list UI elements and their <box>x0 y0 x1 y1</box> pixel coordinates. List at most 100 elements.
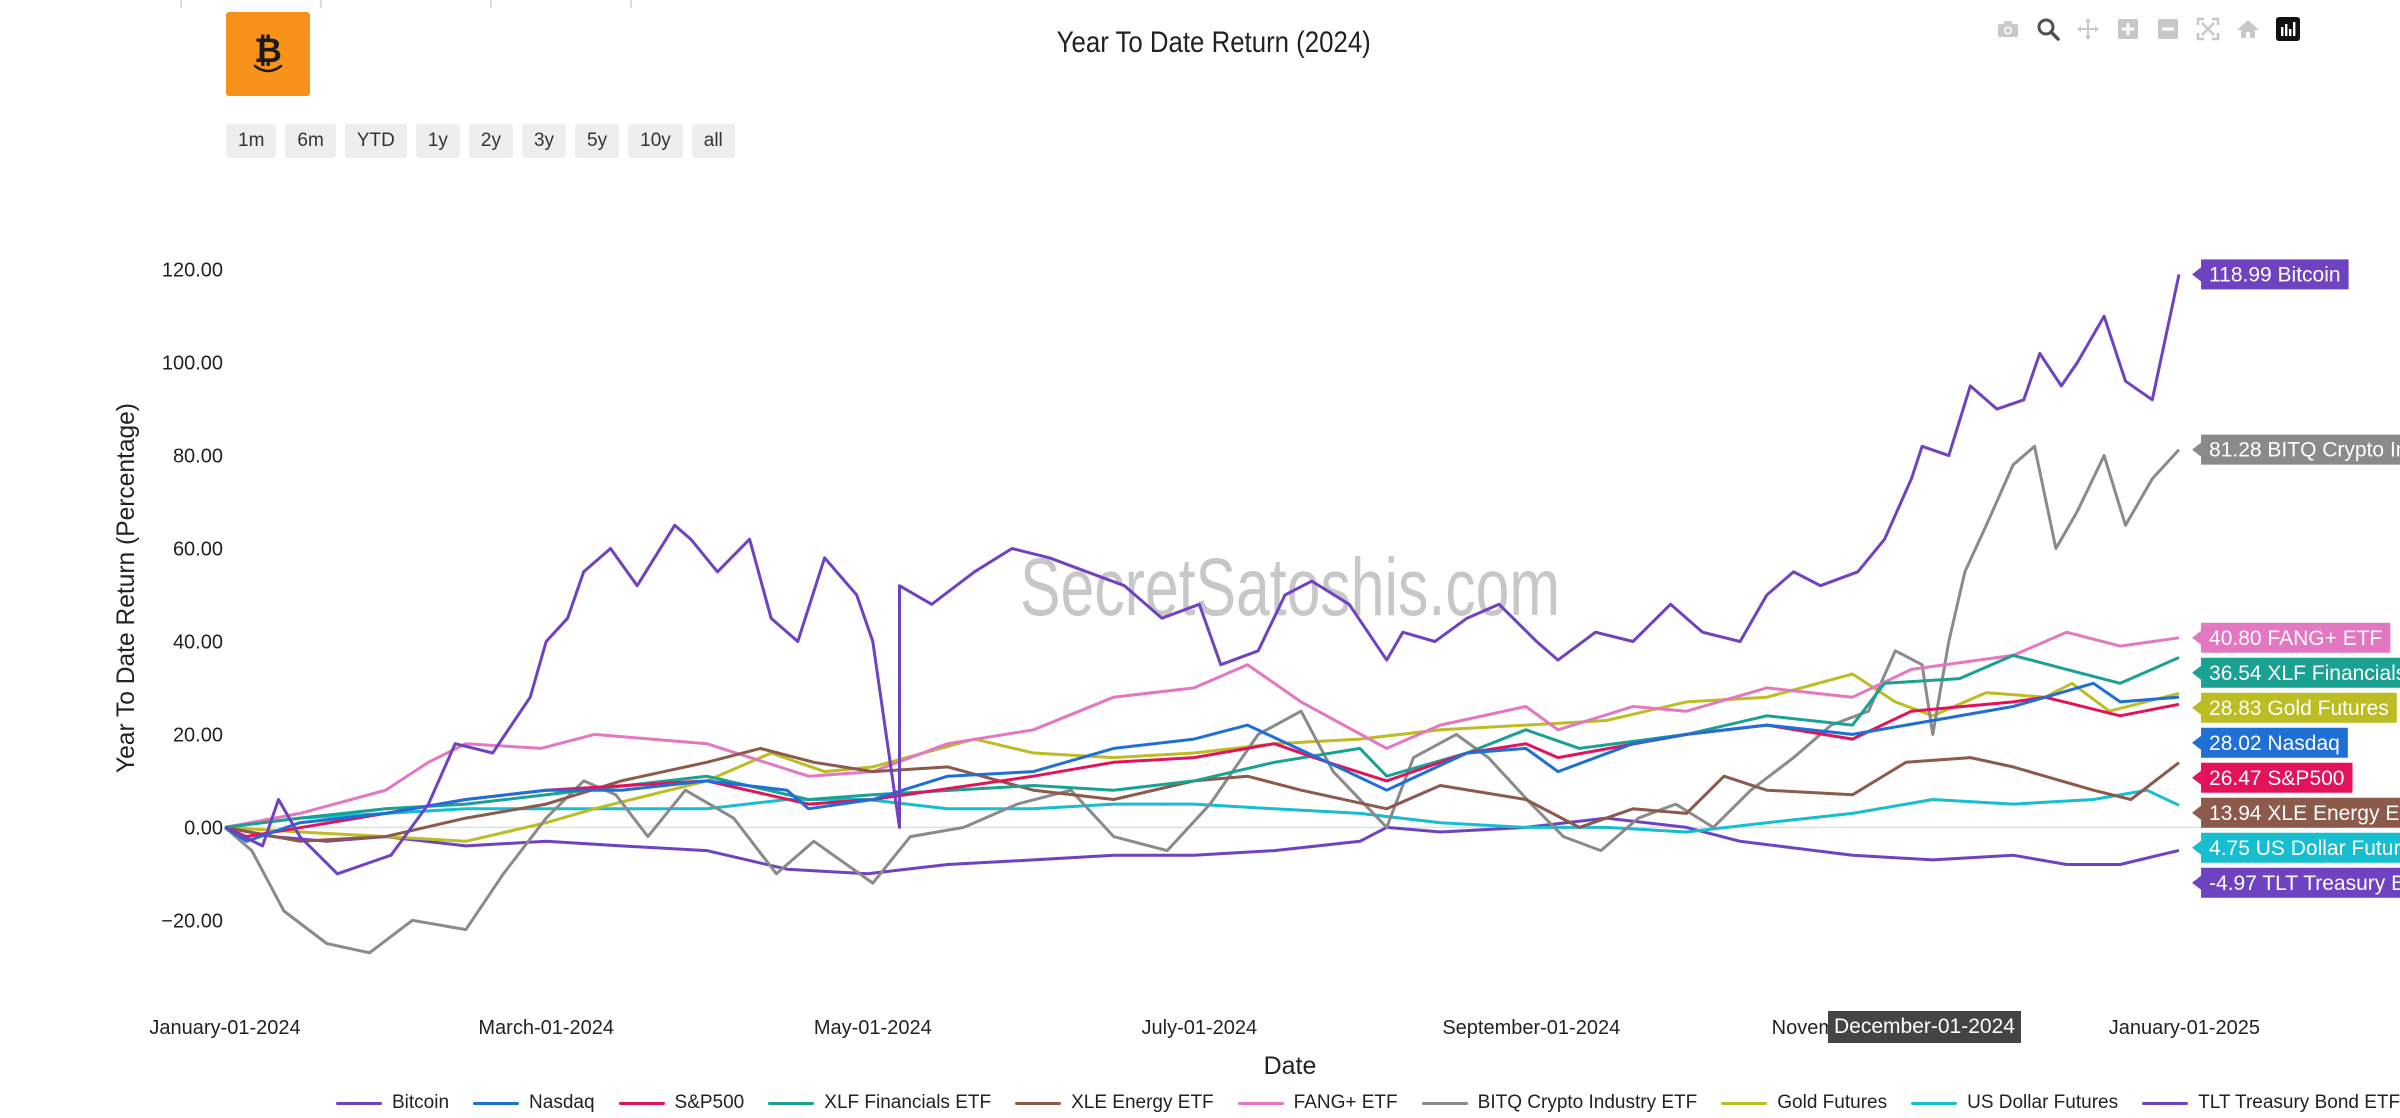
legend-item-us-dollar-futures[interactable]: US Dollar Futures <box>1911 1092 2118 1114</box>
legend-label: US Dollar Futures <box>1967 1092 2119 1113</box>
watermark: SecretSatoshis.com <box>1020 542 1560 633</box>
zoom-out-icon[interactable] <box>2154 15 2182 43</box>
zoom-icon[interactable] <box>2034 15 2062 43</box>
end-label-s-p500: 26.47 S&P500 <box>2192 762 2353 793</box>
modebar <box>1994 14 2314 44</box>
y-tick-label: 100.00 <box>162 353 223 375</box>
range-button-6m[interactable]: 6m <box>285 124 336 158</box>
y-axis-ticks: 120.00 100.00 80.00 60.00 40.00 20.00 0.00 −20.… <box>161 260 223 933</box>
x-tick-label: March-01-2024 <box>478 1017 614 1039</box>
legend-swatch <box>1911 1101 1958 1105</box>
legend-swatch <box>2142 1101 2189 1105</box>
svg-text:4.75 US Dollar Futures: 4.75 US Dollar Futures <box>2209 837 2400 860</box>
legend-item-xle-energy-etf[interactable]: XLE Energy ETF <box>1015 1092 1214 1114</box>
svg-text:118.99 Bitcoin: 118.99 Bitcoin <box>2209 263 2341 286</box>
range-button-all[interactable]: all <box>691 124 735 158</box>
x-axis-title: Date <box>1264 1052 1317 1080</box>
end-label-gold-futures: 28.83 Gold Futures <box>2192 692 2397 723</box>
series-line-fang-etf[interactable] <box>224 630 2180 829</box>
end-label-xlf-financials-etf: 36.54 XLF Financials ETF <box>2192 657 2400 688</box>
series-line-s-p500[interactable] <box>224 695 2180 839</box>
end-label-bitcoin: 118.99 Bitcoin <box>2192 259 2349 290</box>
legend-item-xlf-financials-etf[interactable]: XLF Financials ETF <box>768 1092 991 1114</box>
svg-text:-4.97 TLT Treasury Bond ETF: -4.97 TLT Treasury Bond ETF <box>2209 872 2400 895</box>
end-label-nasdaq: 28.02 Nasdaq <box>2192 727 2348 758</box>
end-label-tlt-treasury-bond-etf: -4.97 TLT Treasury Bond ETF <box>2192 867 2400 898</box>
svg-text:13.94 XLE Energy ETF: 13.94 XLE Energy ETF <box>2209 802 2400 825</box>
legend-label: Nasdaq <box>529 1092 595 1113</box>
end-labels: 118.99 Bitcoin 81.28 BITQ Crypto Industry… <box>2192 259 2400 898</box>
plotly-logo-icon[interactable] <box>2274 15 2302 43</box>
x-tick-label: January-01-2024 <box>149 1017 300 1039</box>
zoom-in-icon[interactable] <box>2114 15 2142 43</box>
bitcoin-smile-icon: ₿ <box>253 31 283 73</box>
x-axis-ticks: January-01-2024 March-01-2024 May-01-2024 J… <box>149 1017 2260 1039</box>
legend-item-s-p500[interactable]: S&P500 <box>618 1092 745 1114</box>
x-tick-label: September-01-2024 <box>1442 1017 1620 1039</box>
legend-label: FANG+ ETF <box>1293 1092 1398 1113</box>
range-button-ytd[interactable]: YTD <box>344 124 407 158</box>
home-icon[interactable] <box>2234 15 2262 43</box>
svg-text:36.54 XLF Financials ETF: 36.54 XLF Financials ETF <box>2209 662 2400 685</box>
legend-item-bitcoin[interactable]: Bitcoin <box>336 1092 449 1114</box>
series-lines <box>224 274 2181 955</box>
legend-item-nasdaq[interactable]: Nasdaq <box>473 1092 595 1114</box>
series-line-bitcoin[interactable] <box>224 274 2181 876</box>
legend-swatch <box>336 1101 382 1105</box>
range-selector: 1m 6m YTD 1y 2y 3y 5y 10y all <box>226 124 735 158</box>
legend-label: BITQ Crypto Industry ETF <box>1477 1092 1698 1113</box>
end-label-xle-energy-etf: 13.94 XLE Energy ETF <box>2192 797 2400 828</box>
y-tick-label: 20.00 <box>173 724 223 746</box>
pan-icon[interactable] <box>2074 15 2102 43</box>
x-tick-label: January-01-2025 <box>2109 1017 2260 1039</box>
hover-date-label: December-01-2024 <box>1828 1011 2021 1043</box>
legend-item-bitq-crypto-industry-etf[interactable]: BITQ Crypto Industry ETF <box>1421 1092 1698 1114</box>
bitcoin-logo[interactable]: ₿ <box>226 12 310 96</box>
legend-swatch <box>618 1101 665 1105</box>
x-tick-label: July-01-2024 <box>1142 1017 1258 1039</box>
series-line-nasdaq[interactable] <box>224 681 2180 843</box>
y-axis-title: Year To Date Return (Percentage) <box>112 403 140 773</box>
series-line-bitq-crypto-industry-etf[interactable] <box>224 444 2181 955</box>
series-line-tlt-treasury-bond-etf[interactable] <box>224 816 2180 876</box>
range-button-1y[interactable]: 1y <box>415 124 460 158</box>
svg-text:₿: ₿ <box>254 31 282 71</box>
legend-label: S&P500 <box>674 1092 745 1113</box>
legend-swatch <box>1015 1101 1062 1105</box>
top-tab-separators <box>170 0 650 8</box>
y-tick-label: 120.00 <box>162 260 223 282</box>
legend-label: XLE Energy ETF <box>1071 1092 1214 1113</box>
svg-text:28.83 Gold Futures: 28.83 Gold Futures <box>2209 697 2389 720</box>
legend-swatch <box>768 1101 815 1105</box>
legend-label: Bitcoin <box>392 1092 450 1113</box>
svg-text:81.28 BITQ Crypto Industry ETF: 81.28 BITQ Crypto Industry ETF <box>2209 439 2400 462</box>
end-label-bitq-crypto-industry-etf: 81.28 BITQ Crypto Industry ETF <box>2192 434 2400 465</box>
range-button-1m[interactable]: 1m <box>226 124 277 158</box>
legend-label: XLF Financials ETF <box>824 1092 992 1113</box>
series-line-us-dollar-futures[interactable] <box>224 788 2180 834</box>
camera-icon[interactable] <box>1994 15 2022 43</box>
end-label-us-dollar-futures: 4.75 US Dollar Futures <box>2192 832 2400 863</box>
legend-swatch <box>1237 1101 1284 1105</box>
series-line-xle-energy-etf[interactable] <box>224 746 2180 843</box>
range-button-10y[interactable]: 10y <box>628 124 683 158</box>
legend: Bitcoin Nasdaq S&P500 XLF Financials ETF XLE… <box>336 1092 2400 1114</box>
y-tick-label: 60.00 <box>173 539 223 561</box>
legend-item-tlt-treasury-bond-etf[interactable]: TLT Treasury Bond ETF <box>2142 1092 2400 1114</box>
y-tick-label: −20.00 <box>161 910 223 932</box>
y-tick-label: 40.00 <box>173 631 223 653</box>
range-button-2y[interactable]: 2y <box>468 124 513 158</box>
range-button-3y[interactable]: 3y <box>521 124 567 158</box>
legend-item-fang-etf[interactable]: FANG+ ETF <box>1237 1092 1398 1114</box>
end-label-fang-etf: 40.80 FANG+ ETF <box>2192 622 2391 653</box>
legend-swatch <box>1721 1101 1768 1105</box>
svg-text:28.02 Nasdaq: 28.02 Nasdaq <box>2209 732 2340 755</box>
range-button-5y[interactable]: 5y <box>575 124 620 158</box>
legend-item-gold-futures[interactable]: Gold Futures <box>1721 1092 1887 1114</box>
autoscale-icon[interactable] <box>2194 15 2222 43</box>
y-tick-label: 0.00 <box>184 817 223 839</box>
svg-text:40.80 FANG+ ETF: 40.80 FANG+ ETF <box>2209 627 2382 650</box>
x-tick-label: May-01-2024 <box>814 1017 932 1039</box>
svg-text:26.47 S&P500: 26.47 S&P500 <box>2209 767 2344 790</box>
